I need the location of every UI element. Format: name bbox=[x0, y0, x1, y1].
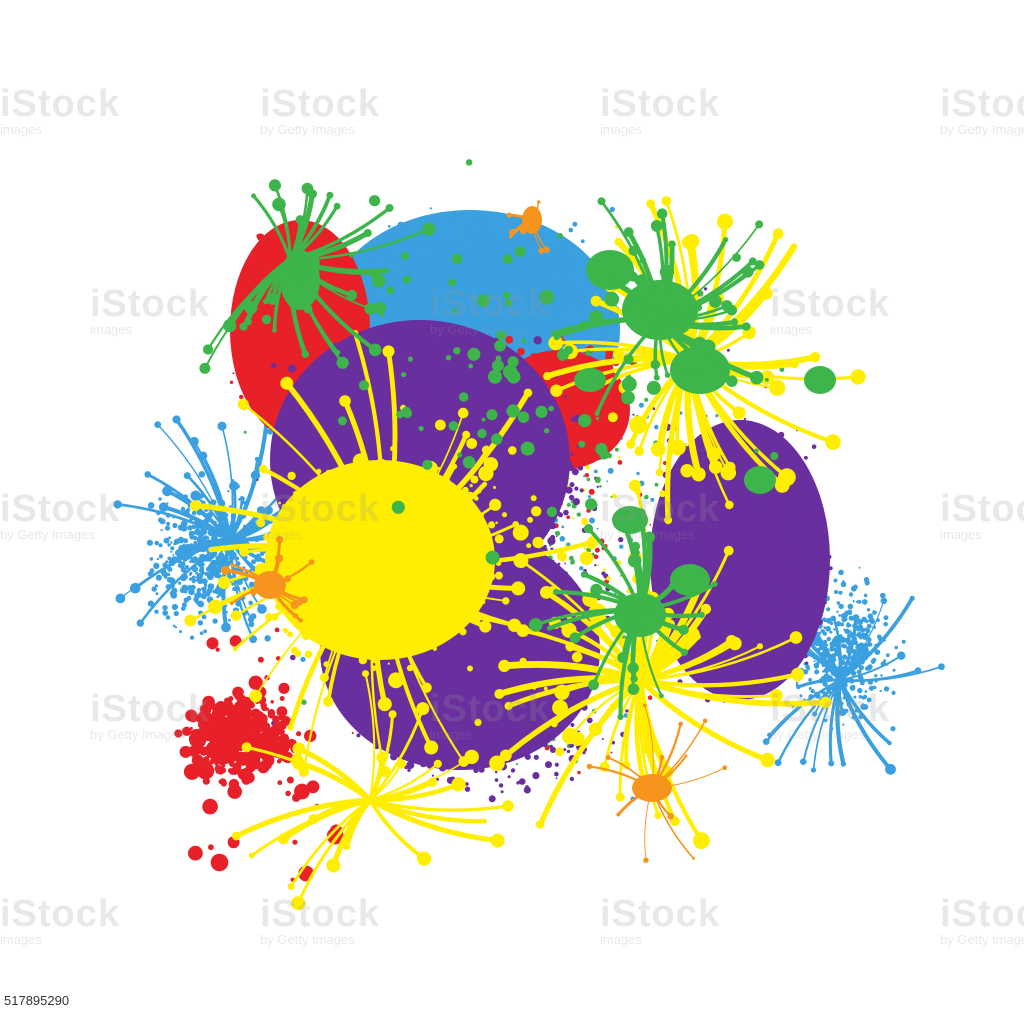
orange-splats bbox=[221, 200, 728, 863]
green-splats bbox=[199, 159, 836, 721]
yellow-spray bbox=[184, 196, 866, 911]
image-id-label: 517895290 bbox=[0, 990, 74, 1018]
